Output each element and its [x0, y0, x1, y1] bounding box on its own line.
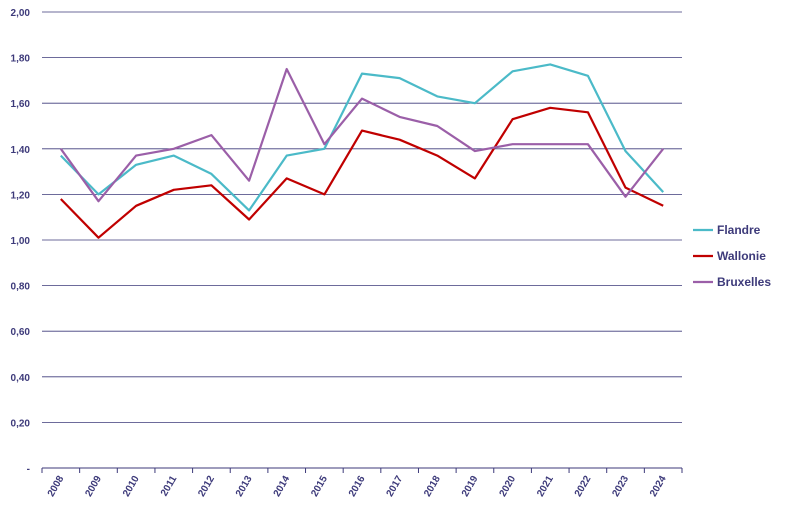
x-tick-label: 2023 — [610, 474, 631, 499]
y-tick-label: - — [27, 464, 30, 475]
y-tick-label: 1,20 — [11, 190, 31, 201]
x-tick-label: 2019 — [460, 474, 481, 499]
y-tick-label: 1,40 — [11, 145, 31, 156]
x-tick-label: 2012 — [196, 474, 217, 499]
x-tick-label: 2013 — [234, 474, 255, 499]
y-tick-label: 0,20 — [11, 418, 31, 429]
y-tick-label: 0,60 — [11, 327, 31, 338]
series-line-bruxelles — [59, 67, 665, 203]
x-tick-label: 2015 — [309, 474, 330, 499]
x-tick-label: 2022 — [573, 474, 594, 499]
x-tick-label: 2020 — [498, 474, 519, 499]
series-line-flandre — [60, 63, 665, 212]
y-tick-label: 2,00 — [11, 8, 31, 19]
x-tick-label: 2008 — [46, 474, 67, 499]
x-tick-label: 2011 — [159, 474, 180, 499]
x-tick-label: 2018 — [422, 474, 443, 499]
x-tick-label: 2017 — [385, 474, 406, 499]
series-line-wallonie — [60, 106, 664, 239]
x-tick-label: 2010 — [121, 474, 142, 499]
series-lines — [59, 63, 665, 239]
x-axis: 2008 2009 2010 2011 2012 2013 2014 2015 2016 2017… — [41, 467, 683, 499]
x-tick-label: 2014 — [272, 474, 293, 499]
legend-label-wallonie: Wallonie — [717, 249, 766, 263]
x-tick-label: 2016 — [347, 474, 368, 499]
legend-label-flandre: Flandre — [717, 223, 761, 237]
y-axis-ticks: - 0,20 0,40 0,60 0,80 1,00 1,20 1,40 1,60 1,80 2,0… — [11, 8, 31, 475]
x-tick-label: 2009 — [83, 474, 104, 499]
x-tick-label: 2024 — [648, 474, 669, 499]
gridlines — [42, 11, 682, 469]
legend-label-bruxelles: Bruxelles — [717, 275, 771, 289]
y-tick-label: 1,80 — [11, 54, 31, 65]
x-tick-label: 2021 — [535, 474, 556, 499]
y-tick-label: 0,80 — [11, 282, 31, 293]
y-tick-label: 1,00 — [11, 236, 31, 247]
legend: Flandre Wallonie Bruxelles — [693, 223, 771, 289]
y-tick-label: 1,60 — [11, 99, 31, 110]
y-tick-label: 0,40 — [11, 373, 31, 384]
